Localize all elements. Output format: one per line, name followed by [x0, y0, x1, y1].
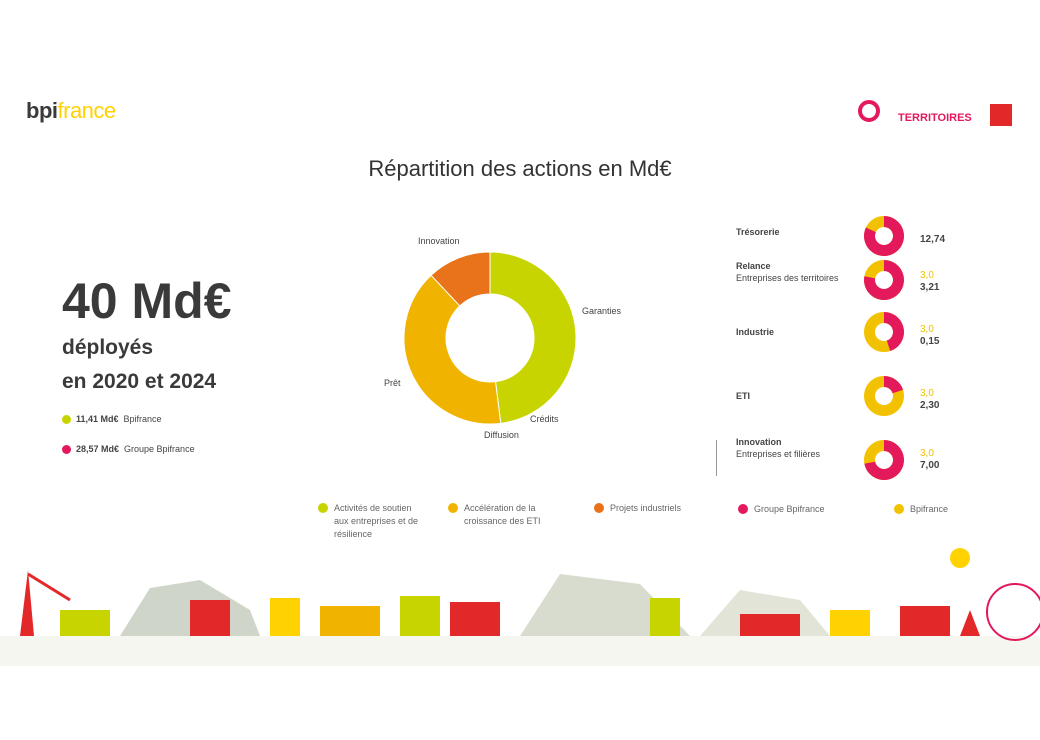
right-row-title: Relance — [736, 261, 771, 271]
building-icon — [270, 598, 300, 636]
marianne-flag-icon — [990, 104, 1012, 126]
partner-ring-icon — [858, 100, 880, 122]
mini-donut — [863, 376, 904, 416]
crane-icon — [20, 570, 34, 636]
donut-slice-3 — [430, 251, 491, 307]
right-row-value: 3,0 0,15 — [920, 324, 939, 348]
hill-shape — [520, 574, 690, 636]
building-icon — [650, 598, 680, 636]
right-row-main-value: 2,30 — [920, 400, 940, 411]
right-row-title: Industrie — [736, 327, 775, 337]
headline-amount: 40 Md€ — [62, 273, 232, 329]
right-row-main-value: 7,00 — [920, 460, 940, 471]
ground — [0, 636, 1040, 666]
tent-icon — [960, 610, 980, 636]
bottom-legend-item: Projets industriels — [594, 502, 684, 515]
bottom-legend-item: Activités de soutien aux entreprises et … — [318, 502, 428, 541]
legend-dot-icon — [318, 503, 328, 513]
legend-heart-icon — [738, 504, 748, 514]
ferris-wheel-icon — [986, 583, 1040, 641]
right-row-top-value: 3,0 — [920, 270, 934, 281]
bottom-legend-label: Accélération de la croissance des ETI — [464, 503, 541, 526]
mini-donut-fill — [864, 260, 904, 300]
building-icon — [740, 614, 800, 636]
right-row-main-value: 3,21 — [920, 282, 940, 293]
mini-donut-fill — [884, 376, 904, 394]
right-row-top-value: 3,0 — [920, 324, 934, 335]
mini-donut-fill — [884, 312, 904, 352]
bottom-legend-label: Activités de soutien aux entreprises et … — [334, 503, 419, 539]
crane-arm — [27, 572, 71, 602]
bottom-legend-label: Projets industriels — [610, 503, 682, 513]
bottom-legend-item: Accélération de la croissance des ETI — [448, 502, 568, 528]
left-legend-item: 11,41 Md€ Bpifrance — [62, 414, 162, 424]
page-title: Répartition des actions en Md€ — [368, 156, 672, 181]
donut-label-bottom: Diffusion — [484, 430, 519, 440]
mini-donut — [863, 312, 904, 352]
right-row-top-value: 3,0 — [920, 388, 934, 399]
donut-label-right: Garanties — [582, 306, 622, 316]
right-legend-item: Bpifrance — [894, 504, 948, 514]
left-legend-value: 11,41 Md€ — [76, 414, 119, 424]
right-row-title: Trésorerie — [736, 227, 780, 237]
right-row-label: ETI — [736, 390, 846, 402]
legend-dot-icon — [594, 503, 604, 513]
building-icon — [900, 606, 950, 636]
right-row-main-value: 12,74 — [920, 234, 946, 245]
headline-sub-1: déployés — [62, 336, 154, 359]
right-row-title: Innovation — [736, 437, 782, 447]
right-row-value: 12,74 — [920, 234, 945, 246]
right-row-label: Relance Entreprises des territoires — [736, 260, 846, 284]
building-icon — [400, 596, 440, 636]
mini-donut — [863, 216, 904, 256]
left-legend-item: 28,57 Md€ Groupe Bpifrance — [62, 444, 195, 454]
building-icon — [830, 610, 870, 636]
building-icon — [190, 600, 230, 636]
mini-donut — [863, 260, 904, 300]
sun-icon — [950, 548, 970, 568]
right-row-label: Industrie — [736, 326, 846, 338]
mini-donut-fill — [864, 216, 904, 256]
right-row-subtitle: Entreprises et filières — [736, 449, 821, 459]
right-legend-label: Bpifrance — [910, 504, 949, 514]
right-row-title: ETI — [736, 391, 751, 401]
building-icon — [320, 606, 380, 636]
right-legend-item: Groupe Bpifrance — [738, 504, 825, 514]
headline-sub-2: en 2020 et 2024 — [62, 370, 217, 393]
donut-slice-1 — [489, 251, 577, 424]
donut-label-top: Innovation — [418, 236, 460, 246]
building-icon — [60, 610, 110, 636]
logo-part-bpi: bpi — [26, 98, 58, 123]
donut-label-bottom-right: Crédits — [530, 414, 559, 424]
right-row-value: 3,0 3,21 — [920, 270, 939, 294]
left-legend-label: Groupe Bpifrance — [124, 444, 195, 454]
left-legend-value: 28,57 Md€ — [76, 444, 120, 454]
legend-dot-icon — [448, 503, 458, 513]
legend-dot-icon — [894, 504, 904, 514]
partner-logo: TERRITOIRES — [858, 98, 1018, 132]
right-row-value: 3,0 7,00 — [920, 448, 939, 472]
right-row-label: Trésorerie — [736, 226, 846, 238]
logo-part-france: france — [57, 98, 117, 123]
building-icon — [450, 602, 500, 636]
mini-donut-fill — [864, 440, 904, 480]
donut-slice-2 — [403, 274, 502, 425]
bpifrance-logo: bpifrance — [26, 98, 116, 124]
partner-title: TERRITOIRES — [898, 112, 972, 124]
right-row-main-value: 0,15 — [920, 336, 940, 347]
mini-donut — [863, 440, 904, 480]
right-row-top-value: 3,0 — [920, 448, 934, 459]
city-skyline-illustration — [0, 548, 1040, 666]
left-legend-label: Bpifrance — [123, 414, 162, 424]
right-row-subtitle: Entreprises des territoires — [736, 273, 839, 283]
right-legend-label: Groupe Bpifrance — [754, 504, 825, 514]
donut-chart — [403, 251, 577, 425]
right-row-label: Innovation Entreprises et filières — [736, 436, 846, 460]
legend-heart-icon — [62, 444, 71, 454]
bracket-divider — [716, 440, 717, 476]
right-row-value: 3,0 2,30 — [920, 388, 939, 412]
legend-dot-icon — [62, 414, 71, 424]
donut-label-left: Prêt — [384, 378, 401, 388]
